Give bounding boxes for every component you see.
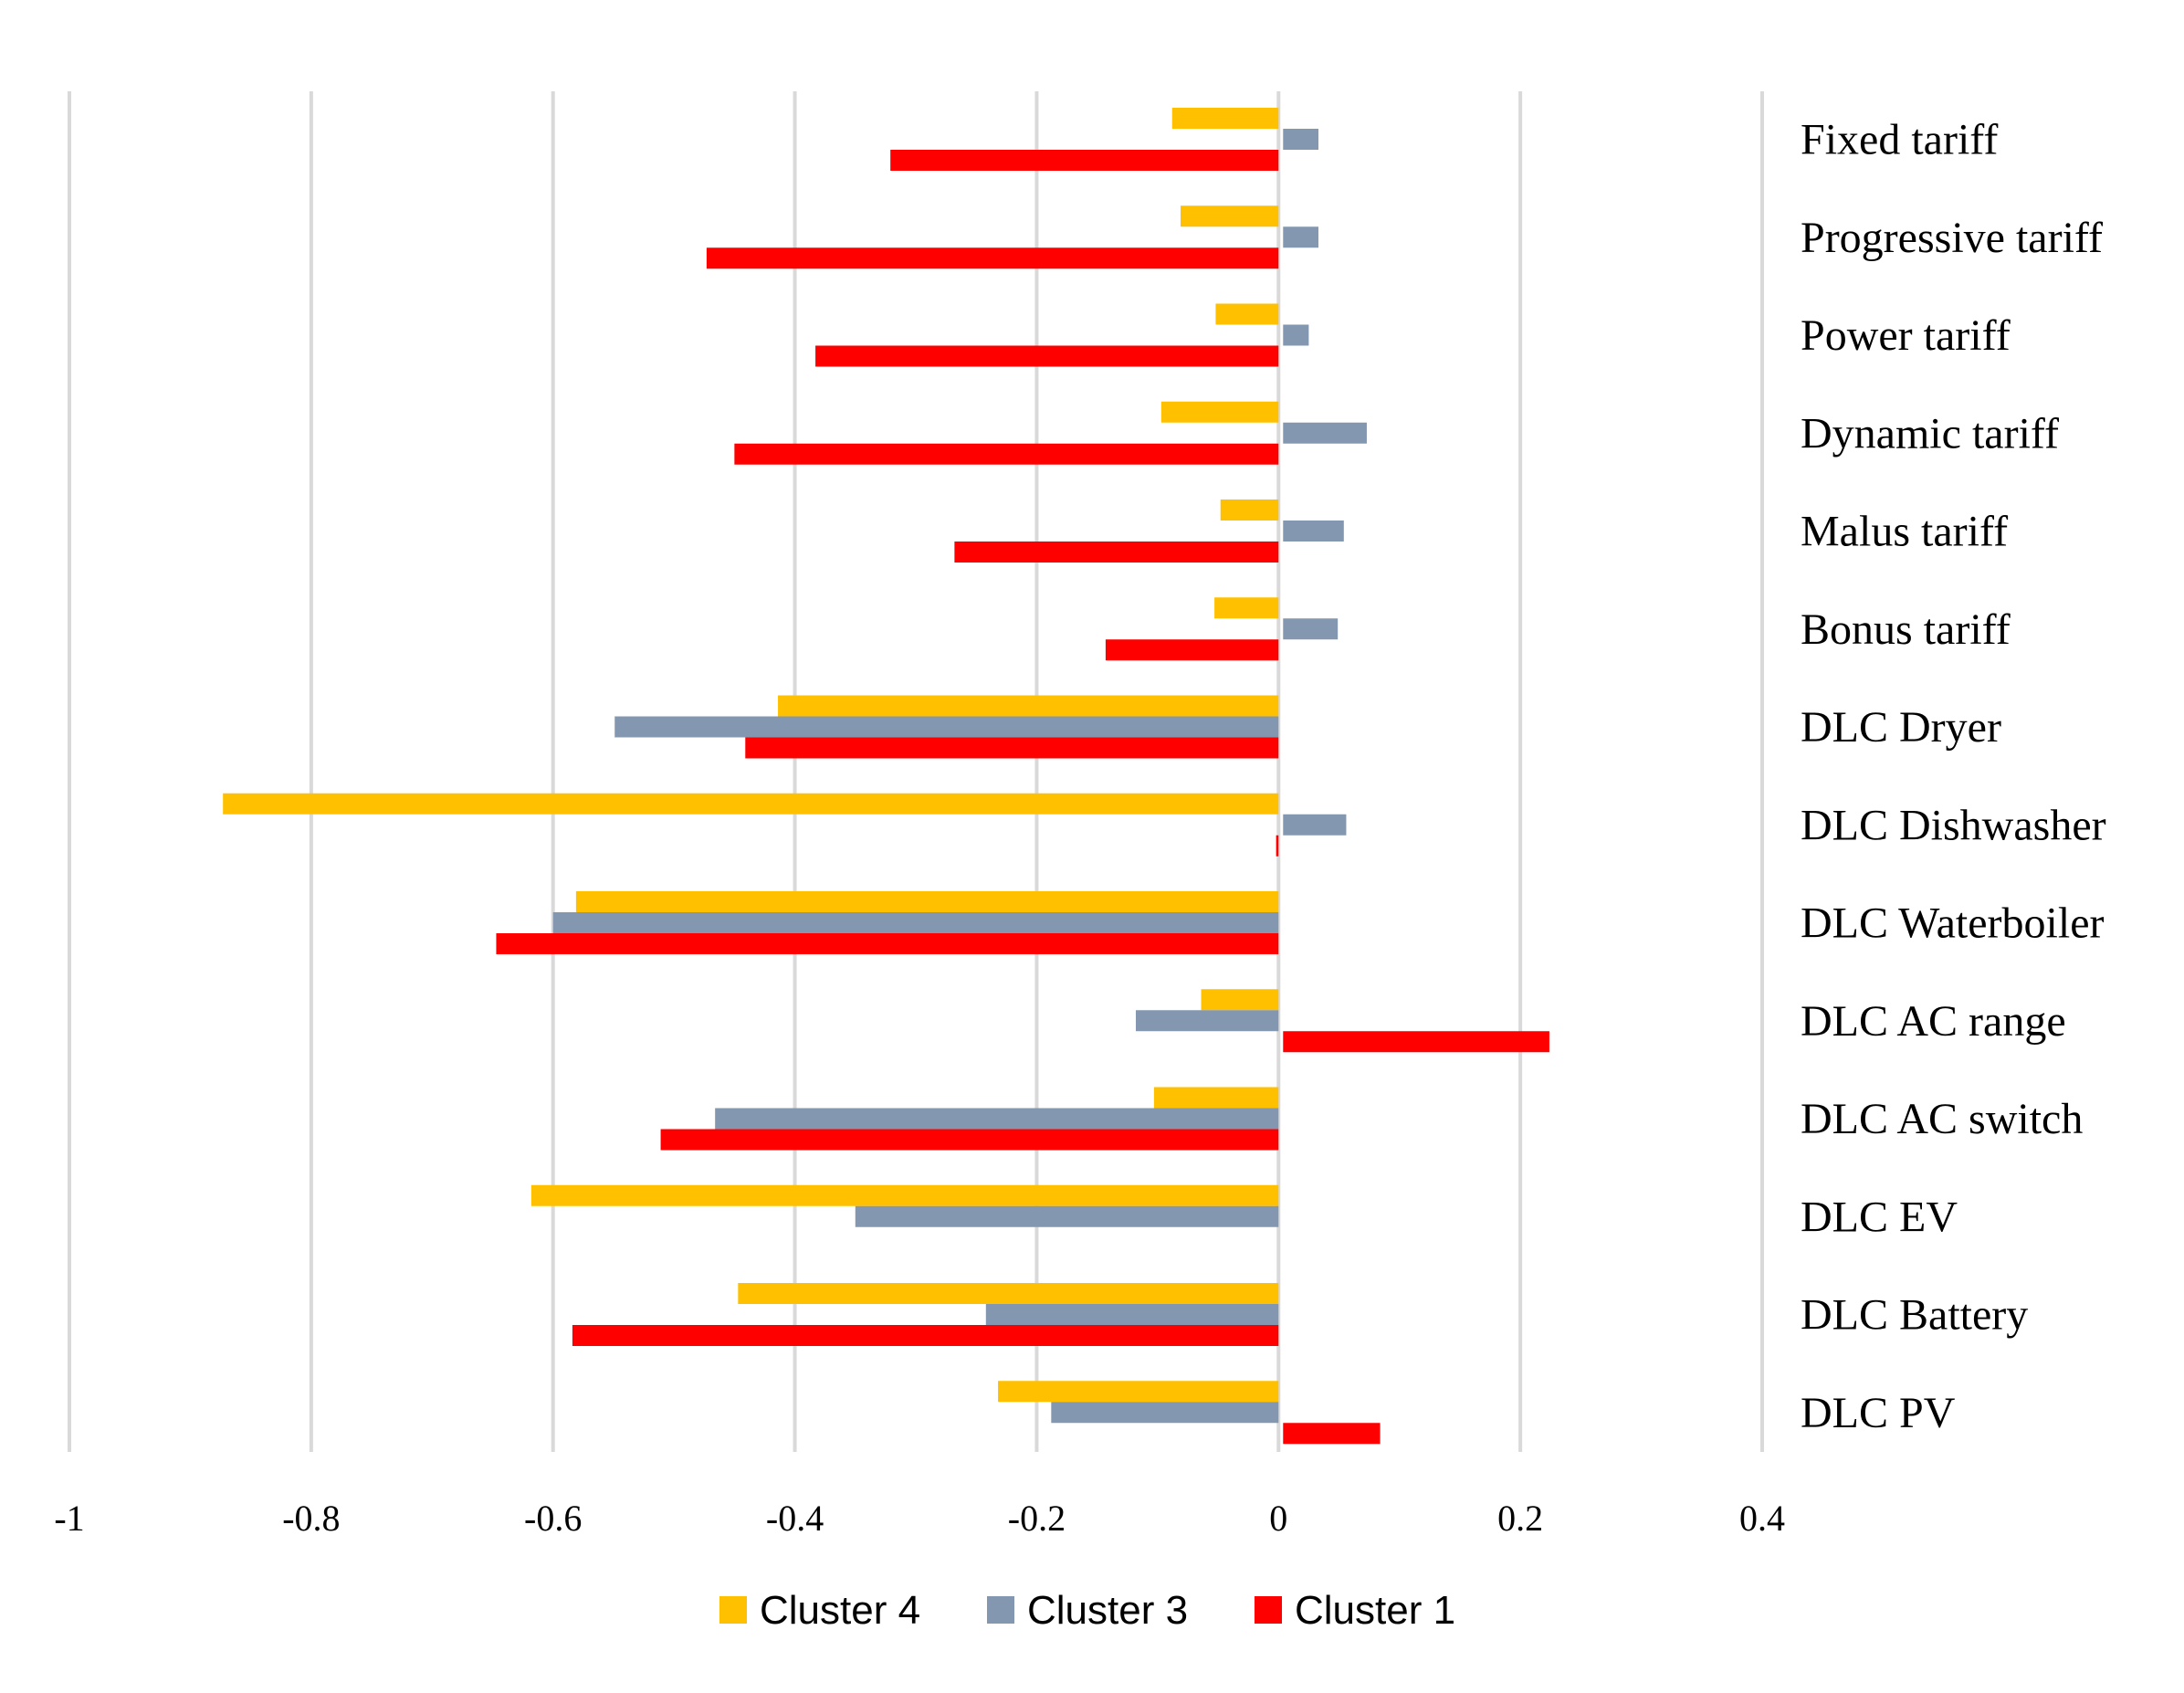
bar-cluster-4 bbox=[575, 891, 1279, 912]
category-label: DLC Battery bbox=[1801, 1291, 2028, 1340]
category-label: Fixed tariff bbox=[1801, 116, 1998, 164]
x-tick-label: -0.2 bbox=[1008, 1498, 1066, 1539]
bar-cluster-1 bbox=[734, 443, 1279, 465]
category-label: DLC EV bbox=[1801, 1193, 1958, 1241]
bar-cluster-3 bbox=[1283, 618, 1339, 640]
bar-cluster-4 bbox=[1201, 989, 1279, 1011]
bar-cluster-4 bbox=[1160, 401, 1279, 423]
bar-cluster-1 bbox=[745, 737, 1279, 759]
bar-cluster-1 bbox=[496, 933, 1279, 954]
legend-label: Cluster 4 bbox=[760, 1588, 920, 1633]
category-label: DLC PV bbox=[1801, 1389, 1956, 1437]
bar-cluster-1 bbox=[1283, 1423, 1381, 1445]
gridlines bbox=[68, 91, 1764, 1452]
bar-cluster-1 bbox=[1105, 639, 1279, 661]
bar-cluster-3 bbox=[1283, 422, 1367, 444]
bar-cluster-4 bbox=[738, 1283, 1279, 1304]
category-label: DLC Dryer bbox=[1801, 703, 2001, 752]
bar-cluster-3 bbox=[1136, 1010, 1279, 1032]
category-label: DLC AC switch bbox=[1801, 1095, 2083, 1143]
bar-cluster-1 bbox=[890, 150, 1279, 171]
x-tick-label: 0 bbox=[1269, 1498, 1287, 1539]
bar-cluster-1 bbox=[660, 1129, 1279, 1151]
legend-label: Cluster 3 bbox=[1027, 1588, 1188, 1633]
bar-cluster-1 bbox=[1276, 835, 1279, 857]
category-label: Malus tariff bbox=[1801, 508, 2008, 556]
bar-cluster-3 bbox=[1283, 521, 1344, 542]
bar-cluster-4 bbox=[1215, 303, 1279, 325]
category-label: DLC Dishwasher bbox=[1801, 801, 2106, 849]
legend: Cluster 4 Cluster 3 Cluster 1 bbox=[719, 1588, 1455, 1633]
bar-cluster-3 bbox=[1283, 324, 1309, 346]
bar-cluster-4 bbox=[1214, 597, 1279, 619]
bar-cluster-4 bbox=[530, 1184, 1279, 1206]
x-axis-tick-labels: -1 -0.8 -0.6 -0.4 -0.2 0 0.2 0.4 bbox=[54, 1498, 1785, 1539]
bar-cluster-4 bbox=[778, 695, 1279, 717]
bar-cluster-1 bbox=[572, 1325, 1279, 1346]
bar-cluster-3 bbox=[1283, 226, 1318, 248]
bar-cluster-3 bbox=[985, 1304, 1279, 1325]
x-tick-label: -0.8 bbox=[282, 1498, 340, 1539]
x-tick-label: 0.4 bbox=[1739, 1498, 1785, 1539]
bar-cluster-1 bbox=[954, 542, 1279, 563]
category-label: Power tariff bbox=[1801, 311, 2011, 360]
legend-swatch bbox=[719, 1596, 747, 1624]
bar-cluster-3 bbox=[1283, 129, 1318, 150]
x-tick-label: -1 bbox=[54, 1498, 84, 1539]
x-tick-label: -0.4 bbox=[766, 1498, 824, 1539]
bar-cluster-3 bbox=[1051, 1402, 1279, 1424]
bar-cluster-4 bbox=[1171, 108, 1279, 129]
legend-label: Cluster 1 bbox=[1295, 1588, 1455, 1633]
category-label: DLC Waterboiler bbox=[1801, 899, 2105, 948]
bar-cluster-1 bbox=[1283, 1031, 1549, 1053]
bar-cluster-1 bbox=[815, 345, 1279, 367]
bar-cluster-4 bbox=[1153, 1087, 1279, 1109]
category-label: Progressive tariff bbox=[1801, 214, 2103, 262]
legend-swatch bbox=[1255, 1596, 1282, 1624]
bar-cluster-4 bbox=[998, 1381, 1279, 1403]
category-label: DLC AC range bbox=[1801, 997, 2066, 1046]
bars bbox=[223, 108, 1549, 1445]
bar-cluster-1 bbox=[706, 247, 1279, 269]
bar-cluster-3 bbox=[552, 912, 1279, 933]
bar-cluster-3 bbox=[855, 1205, 1279, 1227]
category-label: Dynamic tariff bbox=[1801, 409, 2059, 457]
x-tick-label: 0.2 bbox=[1497, 1498, 1543, 1539]
bar-cluster-4 bbox=[223, 793, 1279, 815]
category-label: Bonus tariff bbox=[1801, 605, 2011, 654]
bar-cluster-3 bbox=[1283, 814, 1347, 836]
x-tick-label: -0.6 bbox=[524, 1498, 582, 1539]
bar-cluster-3 bbox=[715, 1108, 1279, 1130]
category-labels: Fixed tariff Progressive tariff Power tari… bbox=[1801, 116, 2106, 1437]
bar-cluster-4 bbox=[1181, 205, 1279, 227]
legend-swatch bbox=[987, 1596, 1014, 1624]
bar-cluster-4 bbox=[1220, 499, 1279, 521]
bar-cluster-3 bbox=[614, 716, 1279, 738]
